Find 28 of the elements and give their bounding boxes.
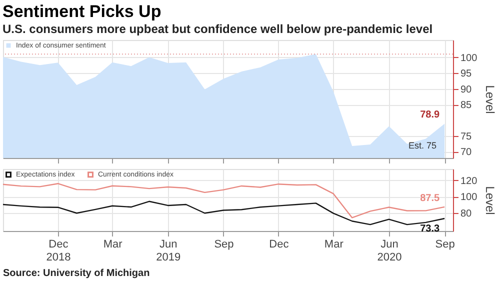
y-tick-label: 120 — [460, 176, 478, 187]
y-axis-title: Level — [483, 85, 498, 114]
y-tick-label: 95 — [460, 68, 472, 80]
y-tick-label: 85 — [460, 100, 472, 112]
x-tick-label: Dec 2018 — [46, 238, 71, 264]
x-tick-label: Jun 2020 — [377, 238, 402, 264]
x-tick-label: Dec — [269, 238, 290, 250]
x-tick-label: Jun 2019 — [156, 238, 181, 264]
y-tick-label: 80 — [460, 208, 472, 220]
y-tick-label: 100 — [460, 52, 478, 64]
y-tick-label: 75 — [460, 131, 472, 142]
chart-subtitle: U.S. consumers more upbeat but confidence well below pre-pandemic level — [2, 22, 433, 36]
line-series — [3, 183, 446, 218]
chart-title: Sentiment Picks Up — [2, 2, 162, 21]
y-tick-label: 70 — [460, 147, 472, 158]
x-tick-label: Sep — [435, 238, 455, 250]
line-series — [3, 200, 446, 226]
data-label: 78.9 — [420, 110, 440, 121]
x-tick-label: Mar — [324, 238, 344, 250]
annotation: Est. 75 — [408, 140, 437, 151]
x-tick-label: Sep — [214, 238, 234, 250]
data-label: 73.3 — [420, 224, 440, 235]
x-tick-label: Mar — [103, 238, 123, 250]
y-axis-title: Level — [483, 186, 498, 215]
source-note: Source: University of Michigan — [3, 268, 150, 279]
data-label: 87.5 — [420, 192, 440, 204]
y-tick-label: 100 — [460, 192, 478, 204]
y-tick-label: 90 — [460, 84, 472, 96]
